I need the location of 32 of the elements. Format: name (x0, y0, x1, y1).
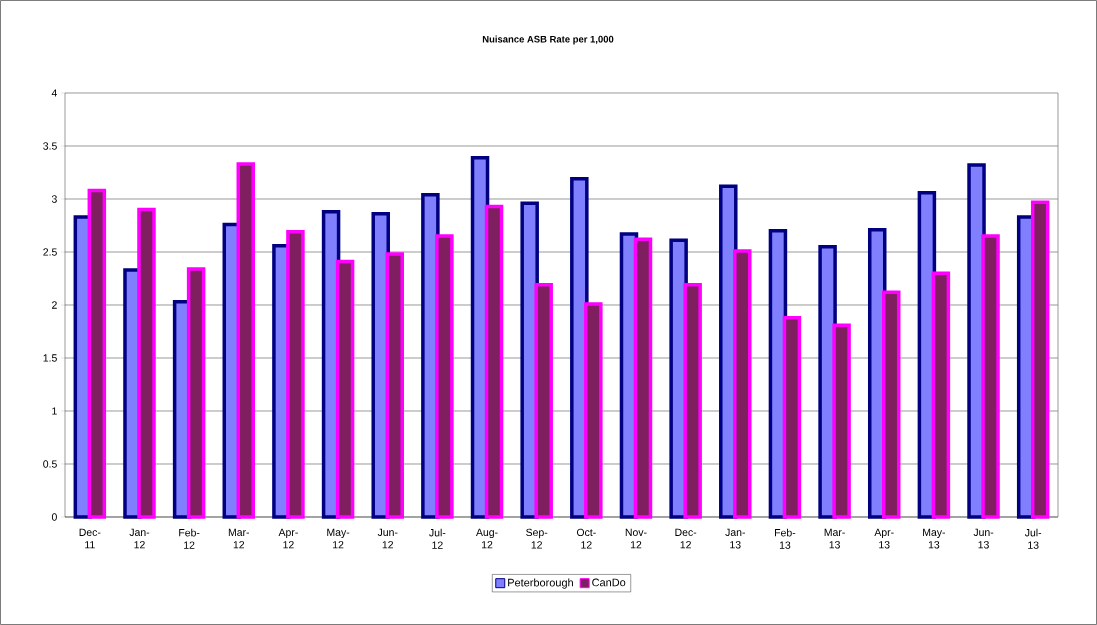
x-tick-label: Mar-12 (228, 528, 250, 549)
x-tick-label: Feb-13 (775, 528, 796, 549)
x-tick-label: Apr-13 (874, 528, 894, 549)
legend-label: CanDo (592, 578, 626, 587)
x-tick-label: May-13 (923, 528, 946, 549)
x-tick-label: Jun-12 (377, 528, 398, 549)
y-tick-label: 2.5 (43, 248, 57, 256)
legend-label: Peterborough (508, 578, 573, 589)
x-tick-label: Jun-13 (973, 528, 994, 549)
x-tick-label: Jul-12 (429, 528, 446, 549)
x-tick-label: Apr-12 (278, 528, 298, 549)
y-tick-label: 1 (52, 407, 57, 415)
x-tick-label: May-12 (327, 528, 350, 549)
y-tick-label: 1.5 (43, 354, 57, 362)
x-tick-label: Mar-13 (824, 528, 845, 549)
y-tick-label: 2 (52, 301, 57, 309)
x-tick-label: Nov-12 (625, 528, 647, 549)
x-tick-label: Jan-13 (725, 528, 745, 549)
y-tick-label: 3 (51, 195, 57, 203)
x-tick-label: Dec-12 (675, 528, 697, 549)
y-tick-label: 0 (51, 513, 57, 521)
x-tick-label: Jul-13 (1024, 528, 1042, 549)
x-tick-label: Dec-11 (79, 528, 101, 549)
y-tick-label: 3.5 (43, 142, 57, 150)
y-tick-label: 0.5 (43, 460, 57, 468)
x-tick-label: Oct-12 (576, 528, 596, 549)
x-tick-label: Aug-12 (476, 528, 498, 549)
chart-title: Nuisance ASB Rate per 1,000 (482, 35, 614, 45)
y-tick-label: 4 (51, 89, 57, 97)
x-tick-label: Sep-12 (526, 528, 548, 549)
x-tick-label: Jan-12 (129, 528, 150, 549)
x-tick-label: Feb-12 (179, 528, 200, 549)
